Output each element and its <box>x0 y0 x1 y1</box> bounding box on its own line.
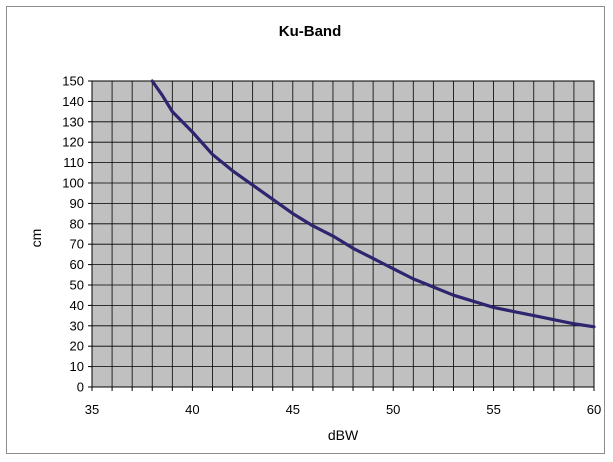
y-tick-label: 20 <box>70 339 84 354</box>
y-tick-label: 140 <box>62 94 84 109</box>
y-tick-label: 50 <box>70 278 84 293</box>
chart-title: Ku-Band <box>279 23 342 40</box>
y-tick-label: 30 <box>70 318 84 333</box>
y-tick-label: 0 <box>77 380 84 395</box>
x-axis-label: dBW <box>328 427 359 443</box>
y-tick-label: 100 <box>62 176 84 191</box>
x-tick-label: 60 <box>587 402 601 417</box>
y-tick-label: 150 <box>62 74 84 89</box>
x-tick-label: 40 <box>185 402 199 417</box>
y-tick-label: 60 <box>70 257 84 272</box>
y-tick-label: 130 <box>62 114 84 129</box>
series-group <box>150 79 596 329</box>
series-line <box>150 79 596 329</box>
x-tick-label: 50 <box>386 402 400 417</box>
y-tick-label: 120 <box>62 135 84 150</box>
y-tick-label: 80 <box>70 216 84 231</box>
y-tick-label: 110 <box>63 155 84 170</box>
axes <box>88 80 595 391</box>
y-tick-label: 40 <box>70 298 84 313</box>
x-tick-label: 45 <box>286 402 300 417</box>
plot-area <box>92 81 594 387</box>
y-tick-label: 10 <box>70 359 84 374</box>
y-axis-label: cm <box>28 229 44 248</box>
plot-border <box>91 80 595 388</box>
x-tick-label: 35 <box>85 402 99 417</box>
y-tick-label: 90 <box>70 196 84 211</box>
y-tick-label: 70 <box>70 237 84 252</box>
x-tick-label: 55 <box>486 402 500 417</box>
tick-labels: 0 10 20 30 40 50 60 70 80 90 100 110 120 130 140 150 35 4… <box>62 74 601 418</box>
